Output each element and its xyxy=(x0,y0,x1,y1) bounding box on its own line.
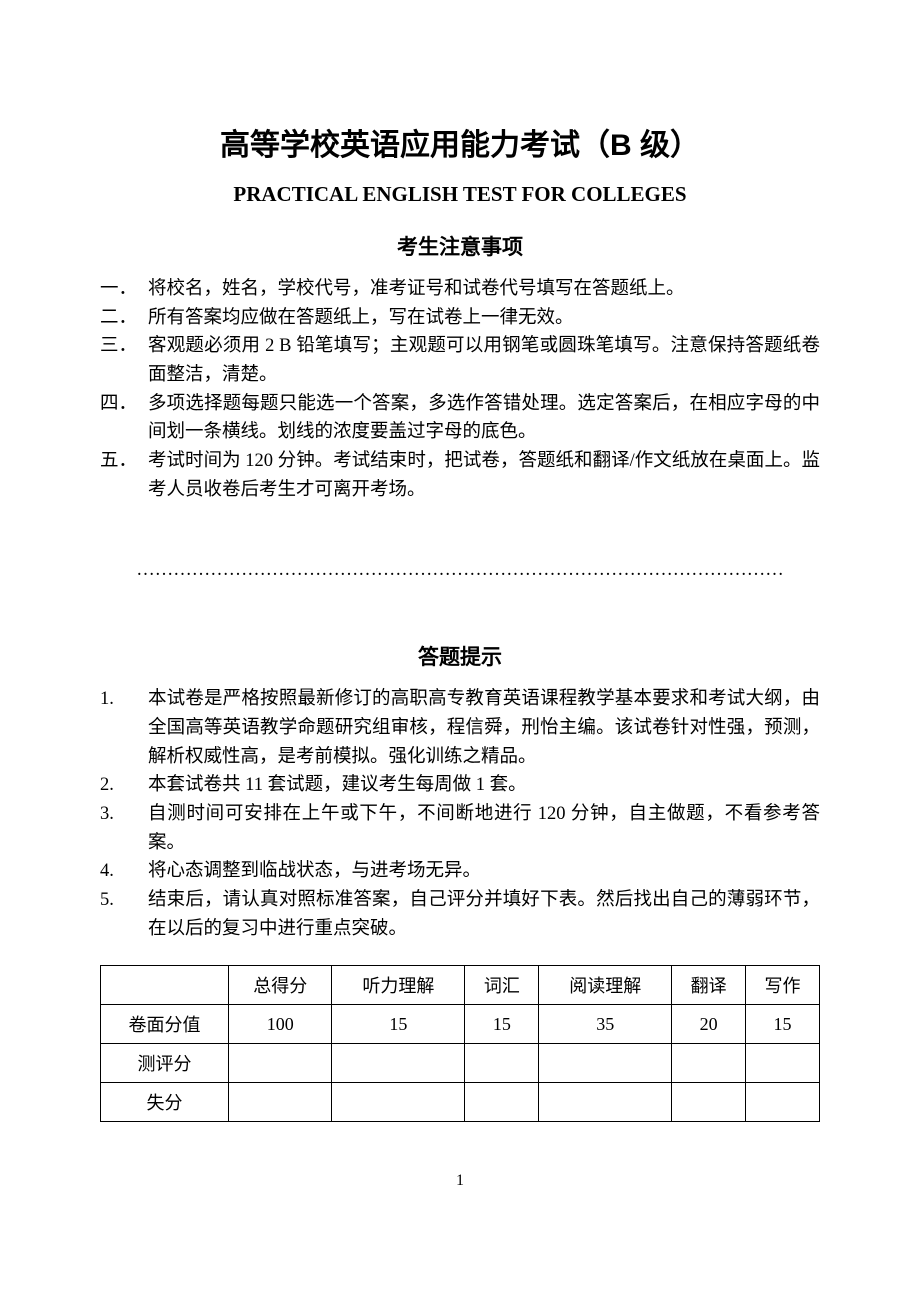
list-item: 3. 自测时间可安排在上午或下午，不间断地进行 120 分钟，自主做题，不看参考… xyxy=(100,800,820,857)
title-chinese: 高等学校英语应用能力考试（B 级） xyxy=(100,120,820,164)
table-cell xyxy=(672,1083,746,1122)
notice-list: 一． 将校名，姓名，学校代号，准考证号和试卷代号填写在答题纸上。 二． 所有答案… xyxy=(100,275,820,504)
list-text: 本试卷是严格按照最新修订的高职高专教育英语课程教学基本要求和考试大纲，由全国高等… xyxy=(148,685,820,771)
title-english: PRACTICAL ENGLISH TEST FOR COLLEGES xyxy=(100,182,820,207)
list-item: 三． 客观题必须用 2 B 铅笔填写；主观题可以用钢笔或圆珠笔填写。注意保持答题… xyxy=(100,332,820,389)
table-row: 卷面分值 100 15 15 35 20 15 xyxy=(101,1005,820,1044)
table-cell xyxy=(746,1083,820,1122)
table-cell: 卷面分值 xyxy=(101,1005,229,1044)
list-text: 将校名，姓名，学校代号，准考证号和试卷代号填写在答题纸上。 xyxy=(148,275,820,304)
list-text: 结束后，请认真对照标准答案，自己评分并填好下表。然后找出自己的薄弱环节，在以后的… xyxy=(148,886,820,943)
list-item: 四． 多项选择题每题只能选一个答案，多选作答错处理。选定答案后，在相应字母的中间… xyxy=(100,390,820,447)
table-cell: 失分 xyxy=(101,1083,229,1122)
table-cell xyxy=(539,1044,672,1083)
table-header-cell: 翻译 xyxy=(672,966,746,1005)
dotted-divider: …………………………………………………………………………………………… xyxy=(100,560,820,581)
list-text: 所有答案均应做在答题纸上，写在试卷上一律无效。 xyxy=(148,304,820,333)
list-item: 二． 所有答案均应做在答题纸上，写在试卷上一律无效。 xyxy=(100,304,820,333)
table-header-cell xyxy=(101,966,229,1005)
list-text: 将心态调整到临战状态，与进考场无异。 xyxy=(148,857,820,886)
table-cell: 35 xyxy=(539,1005,672,1044)
table-cell xyxy=(465,1083,539,1122)
table-cell xyxy=(465,1044,539,1083)
list-item: 2. 本套试卷共 11 套试题，建议考生每周做 1 套。 xyxy=(100,771,820,800)
table-cell: 测评分 xyxy=(101,1044,229,1083)
table-cell xyxy=(539,1083,672,1122)
list-marker: 一． xyxy=(100,275,148,304)
list-marker: 二． xyxy=(100,304,148,333)
table-cell: 100 xyxy=(229,1005,332,1044)
list-text: 考试时间为 120 分钟。考试结束时，把试卷，答题纸和翻译/作文纸放在桌面上。监… xyxy=(148,447,820,504)
table-cell: 15 xyxy=(746,1005,820,1044)
table-cell xyxy=(332,1044,465,1083)
table-cell xyxy=(746,1044,820,1083)
table-header-cell: 阅读理解 xyxy=(539,966,672,1005)
list-marker: 3. xyxy=(100,800,148,857)
list-text: 多项选择题每题只能选一个答案，多选作答错处理。选定答案后，在相应字母的中间划一条… xyxy=(148,390,820,447)
table-header-row: 总得分 听力理解 词汇 阅读理解 翻译 写作 xyxy=(101,966,820,1005)
table-header-cell: 听力理解 xyxy=(332,966,465,1005)
table-cell xyxy=(229,1083,332,1122)
table-header-cell: 总得分 xyxy=(229,966,332,1005)
list-item: 五． 考试时间为 120 分钟。考试结束时，把试卷，答题纸和翻译/作文纸放在桌面… xyxy=(100,447,820,504)
list-marker: 三． xyxy=(100,332,148,389)
notice-heading: 考生注意事项 xyxy=(100,231,820,261)
table-cell: 15 xyxy=(332,1005,465,1044)
list-marker: 四． xyxy=(100,390,148,447)
table-cell xyxy=(229,1044,332,1083)
list-marker: 5. xyxy=(100,886,148,943)
list-item: 4. 将心态调整到临战状态，与进考场无异。 xyxy=(100,857,820,886)
table-header-cell: 写作 xyxy=(746,966,820,1005)
exam-cover-page: 高等学校英语应用能力考试（B 级） PRACTICAL ENGLISH TEST… xyxy=(0,0,920,1300)
list-text: 客观题必须用 2 B 铅笔填写；主观题可以用钢笔或圆珠笔填写。注意保持答题纸卷面… xyxy=(148,332,820,389)
table-row: 失分 xyxy=(101,1083,820,1122)
table-cell xyxy=(332,1083,465,1122)
list-item: 1. 本试卷是严格按照最新修订的高职高专教育英语课程教学基本要求和考试大纲，由全… xyxy=(100,685,820,771)
list-marker: 4. xyxy=(100,857,148,886)
table-row: 测评分 xyxy=(101,1044,820,1083)
hints-list: 1. 本试卷是严格按照最新修订的高职高专教育英语课程教学基本要求和考试大纲，由全… xyxy=(100,685,820,943)
list-marker: 2. xyxy=(100,771,148,800)
score-table: 总得分 听力理解 词汇 阅读理解 翻译 写作 卷面分值 100 15 15 35… xyxy=(100,965,820,1122)
list-item: 一． 将校名，姓名，学校代号，准考证号和试卷代号填写在答题纸上。 xyxy=(100,275,820,304)
list-item: 5. 结束后，请认真对照标准答案，自己评分并填好下表。然后找出自己的薄弱环节，在… xyxy=(100,886,820,943)
hints-heading: 答题提示 xyxy=(100,641,820,671)
table-cell xyxy=(672,1044,746,1083)
page-number: 1 xyxy=(0,1172,920,1190)
table-cell: 15 xyxy=(465,1005,539,1044)
table-header-cell: 词汇 xyxy=(465,966,539,1005)
list-text: 自测时间可安排在上午或下午，不间断地进行 120 分钟，自主做题，不看参考答案。 xyxy=(148,800,820,857)
list-text: 本套试卷共 11 套试题，建议考生每周做 1 套。 xyxy=(148,771,820,800)
list-marker: 五． xyxy=(100,447,148,504)
list-marker: 1. xyxy=(100,685,148,771)
table-cell: 20 xyxy=(672,1005,746,1044)
